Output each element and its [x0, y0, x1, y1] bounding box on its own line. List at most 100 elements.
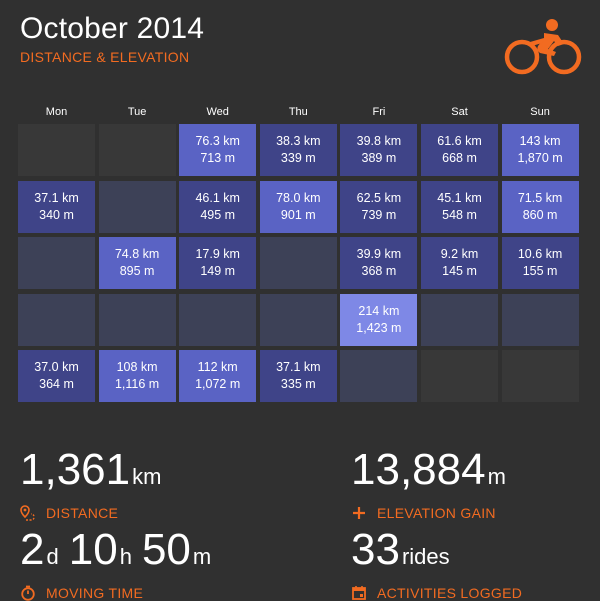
calendar-day-cell[interactable]: 46.1 km 495 m — [179, 180, 257, 233]
calendar-day-cell[interactable]: 214 km 1,423 m — [340, 293, 418, 346]
day-elevation: 368 m — [361, 264, 397, 279]
day-elevation: 1,870 m — [517, 151, 563, 165]
calendar-day-cell — [18, 124, 95, 176]
moving-time-hours-unit: h — [119, 544, 132, 569]
calendar-day-cell — [421, 293, 498, 346]
calendar-day-cell[interactable]: 143 km 1,870 m — [501, 124, 579, 176]
calendar-day-cell[interactable]: 39.8 km 389 m — [340, 124, 418, 176]
day-distance: 45.1 km — [437, 190, 482, 205]
day-distance: 214 km — [358, 303, 400, 318]
day-distance: 46.1 km — [195, 190, 240, 205]
distance-unit: km — [132, 464, 162, 489]
day-elevation: 340 m — [39, 207, 74, 222]
weekday-sat: Sat — [451, 106, 468, 118]
day-elevation: 149 m — [200, 264, 236, 279]
calendar-day-cell[interactable]: 37.1 km 340 m — [18, 180, 95, 233]
calendar-day-cell — [421, 350, 498, 403]
day-elevation: 495 m — [200, 207, 236, 222]
day-elevation: 1,072 m — [195, 377, 241, 392]
distance-label: DISTANCE — [46, 505, 119, 521]
elevation-label: ELEVATION GAIN — [377, 505, 496, 521]
day-distance: 10.6 km — [517, 247, 563, 262]
day-elevation: 1,423 m — [356, 320, 402, 335]
day-elevation: 389 m — [361, 151, 397, 165]
cyclist-icon — [504, 19, 582, 75]
elevation-stat: 13,884m ELEVATION GAIN — [351, 448, 506, 522]
calendar-day-cell[interactable]: 37.1 km 335 m — [259, 350, 337, 403]
day-distance: 74.8 km — [114, 247, 160, 262]
page-subtitle: DISTANCE & ELEVATION — [20, 49, 190, 65]
calendar-day-cell — [501, 293, 579, 346]
day-elevation: 548 m — [442, 207, 477, 222]
calendar-day-cell[interactable]: 39.9 km 368 m — [340, 237, 418, 290]
day-distance: 108 km — [116, 360, 158, 375]
day-elevation: 895 m — [119, 264, 155, 279]
day-distance: 39.8 km — [356, 134, 402, 148]
moving-time-label: MOVING TIME — [46, 585, 144, 601]
calendar-day-cell — [179, 293, 257, 346]
calendar-day-cell[interactable]: 112 km 1,072 m — [179, 350, 257, 403]
day-elevation: 713 m — [200, 151, 236, 165]
calendar-day-cell — [98, 293, 176, 346]
activities-value: 33 — [351, 525, 400, 574]
calendar-day-cell[interactable]: 45.1 km 548 m — [421, 180, 498, 233]
day-elevation: 364 m — [39, 377, 74, 392]
day-elevation: 339 m — [280, 151, 316, 165]
distance-stat: 1,361km DISTANCE — [20, 445, 162, 522]
moving-time-minutes: 50 — [141, 525, 191, 574]
calendar-day-cell[interactable]: 74.8 km 895 m — [98, 237, 176, 290]
weekday-sun: Sun — [530, 106, 550, 118]
calendar-day-cell[interactable]: 76.3 km 713 m — [179, 124, 257, 176]
day-elevation: 860 m — [522, 207, 558, 222]
moving-time-days-unit: d — [46, 544, 59, 569]
calendar-day-cell — [18, 237, 95, 290]
day-elevation: 901 m — [280, 207, 316, 222]
day-distance: 37.1 km — [276, 360, 321, 375]
plus-icon — [353, 507, 365, 519]
calendar-day-cell[interactable]: 71.5 km 860 m — [501, 180, 579, 233]
calendar-day-cell[interactable]: 17.9 km 149 m — [179, 237, 257, 290]
day-elevation: 1,116 m — [114, 377, 160, 392]
calendar-day-cell[interactable]: 38.3 km 339 m — [259, 124, 337, 176]
calendar-day-cell — [98, 180, 176, 233]
stopwatch-icon — [21, 585, 35, 601]
elevation-unit: m — [487, 464, 506, 489]
calendar-day-cell[interactable]: 78.0 km 901 m — [259, 180, 337, 233]
calendar-day-cell[interactable]: 108 km 1,116 m — [98, 350, 176, 403]
calendar-grid: 76.3 km 713 m 38.3 km 339 m 39.8 km 389 m 61.6… — [18, 124, 580, 406]
day-elevation: 335 m — [280, 377, 316, 392]
weekday-wed: Wed — [206, 106, 229, 118]
day-distance: 9.2 km — [440, 247, 479, 262]
day-distance: 112 km — [197, 360, 238, 375]
moving-time-stat: 2d 10h 50m MOVING TIME — [20, 528, 211, 601]
calendar-day-cell[interactable]: 61.6 km 668 m — [421, 124, 498, 176]
weekday-tue: Tue — [127, 106, 147, 118]
weekday-thu: Thu — [288, 106, 308, 118]
day-elevation: 155 m — [522, 264, 558, 279]
calendar-day-cell — [98, 124, 176, 176]
moving-time-minutes-unit: m — [192, 544, 212, 569]
day-distance: 78.0 km — [276, 190, 321, 205]
calendar-day-cell[interactable]: 37.0 km 364 m — [18, 350, 95, 403]
calendar-day-cell[interactable]: 9.2 km 145 m — [421, 237, 498, 290]
route-pin-icon — [20, 505, 35, 521]
distance-value: 1,361 — [20, 445, 131, 494]
day-distance: 37.1 km — [34, 190, 79, 205]
page-title: October 2014 — [20, 12, 205, 45]
day-distance: 61.6 km — [437, 134, 482, 148]
weekday-fri: Fri — [372, 106, 386, 118]
calendar-day-cell — [340, 350, 418, 403]
activities-stat: 33rides ACTIVITIES LOGGED — [351, 528, 522, 601]
day-distance: 143 km — [519, 134, 561, 148]
moving-time-hours: 10 — [68, 525, 118, 574]
day-distance: 37.0 km — [34, 360, 79, 375]
calendar-day-cell[interactable]: 62.5 km 739 m — [340, 180, 418, 233]
activities-unit: rides — [401, 544, 450, 569]
day-distance: 76.3 km — [195, 134, 240, 148]
calendar-day-cell — [259, 237, 337, 290]
calendar-day-cell[interactable]: 10.6 km 155 m — [501, 237, 579, 290]
weekday-mon: Mon — [45, 106, 68, 118]
day-elevation: 668 m — [442, 151, 477, 165]
activities-label: ACTIVITIES LOGGED — [377, 585, 523, 601]
day-elevation: 739 m — [361, 207, 397, 222]
